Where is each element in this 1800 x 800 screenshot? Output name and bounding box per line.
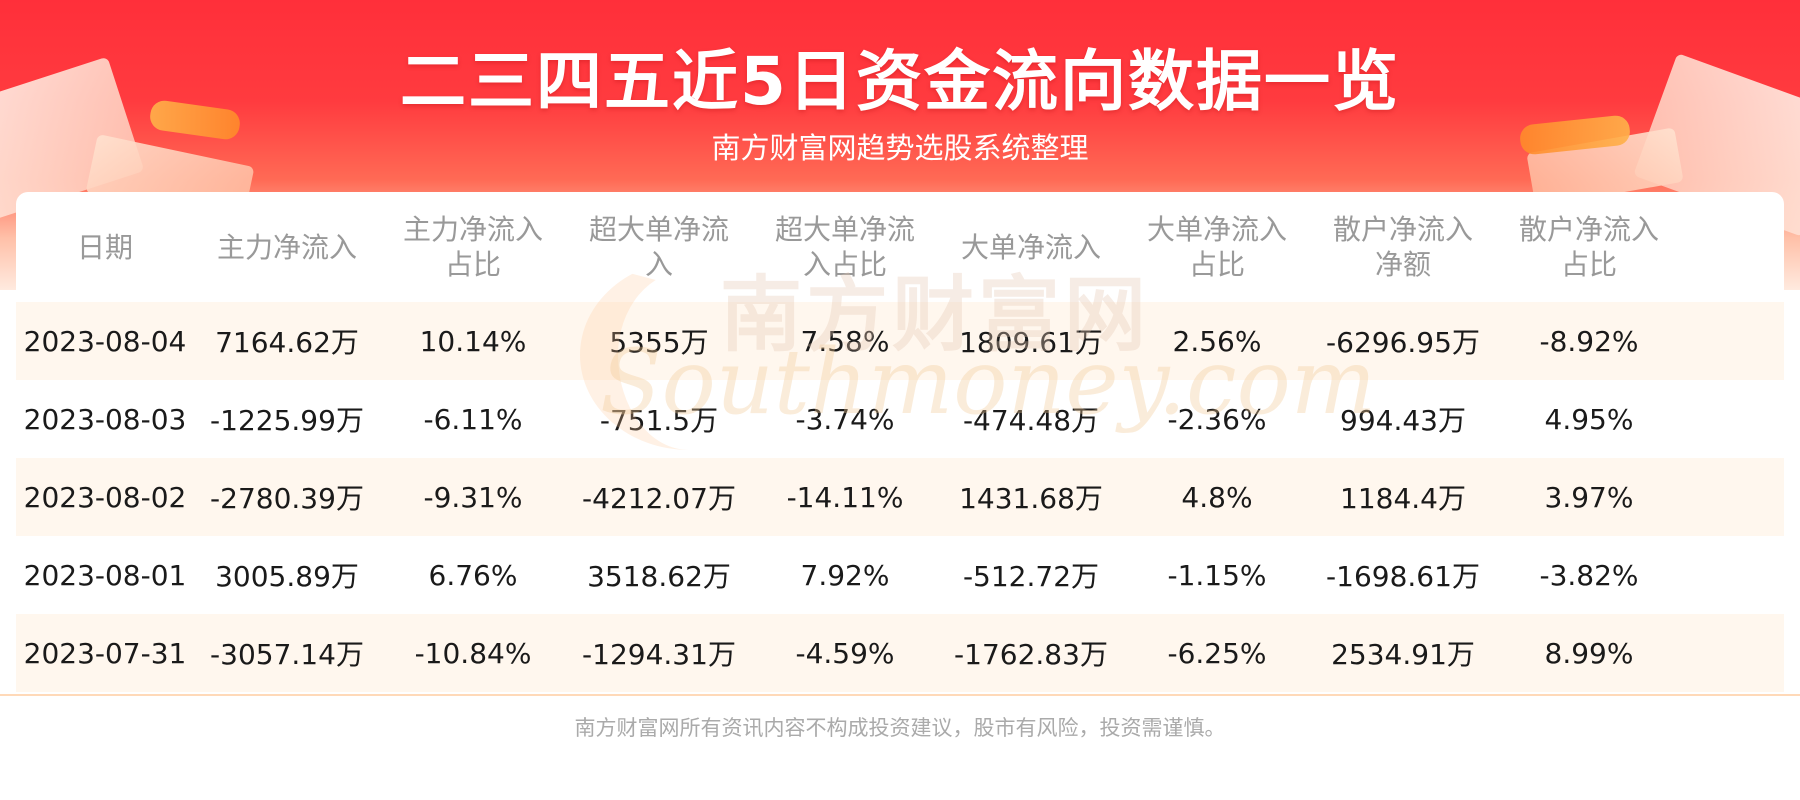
value-cell: -4212.07万: [582, 482, 736, 515]
value-cell: -1225.99万: [210, 404, 364, 437]
value-cell: 6.76%: [428, 558, 518, 592]
value-cell: 5355万: [609, 326, 709, 359]
value-cell: -9.31%: [423, 480, 523, 514]
date-cell: 2023-08-04: [23, 324, 187, 358]
value-cell: -474.48万: [962, 404, 1100, 437]
value-cell: -2.36%: [1167, 402, 1267, 436]
value-cell: -3.82%: [1539, 558, 1639, 592]
value-cell: -512.72万: [962, 560, 1100, 593]
column-header: 大单净流入 占比: [1146, 213, 1287, 281]
table-row: 2023-08-04 7164.62万 10.14% 5355万 7.58% 1809.6…: [16, 302, 1784, 380]
value-cell: 10.14%: [419, 324, 527, 358]
column-header: 大单净流入: [960, 230, 1101, 264]
value-cell: -3057.14万: [210, 638, 364, 671]
value-cell: -8.92%: [1539, 324, 1639, 358]
value-cell: -3.74%: [795, 402, 895, 436]
column-header: 主力净流入 占比: [402, 213, 543, 281]
value-cell: -6.25%: [1167, 636, 1267, 670]
page-title: 二三四五近5日资金流向数据一览: [400, 43, 1400, 120]
table-row: 2023-08-02 -2780.39万 -9.31% -4212.07万 -14.11…: [16, 458, 1784, 536]
date-cell: 2023-08-03: [23, 402, 187, 436]
value-cell: -6.11%: [423, 402, 523, 436]
table-header: 日期 主力净流入 主力净流入 占比 超大单净流 入超大单净流 入占比 大单净流入 大单净流…: [16, 192, 1784, 302]
table-row: 2023-07-31 -3057.14万 -10.84% -1294.31万 -4.59…: [16, 614, 1784, 692]
value-cell: 1809.61万: [959, 326, 1103, 359]
value-cell: -4.59%: [795, 636, 895, 670]
value-cell: 1184.4万: [1340, 482, 1466, 515]
value-cell: 7.58%: [800, 324, 890, 358]
footer-disclaimer: 南方财富网所有资讯内容不构成投资建议，股市有风险，投资需谨慎。: [574, 716, 1226, 740]
value-cell: -1762.83万: [954, 638, 1108, 671]
column-header: 散户净流入 占比: [1518, 213, 1659, 281]
table-row: 2023-08-03 -1225.99万 -6.11% -751.5万 -3.74% -4…: [16, 380, 1784, 458]
column-header: 散户净流入 净额: [1332, 213, 1473, 281]
value-cell: -1698.61万: [1326, 560, 1480, 593]
value-cell: 994.43万: [1340, 404, 1466, 437]
table-row: 2023-08-01 3005.89万 6.76% 3518.62万 7.92% -512…: [16, 536, 1784, 614]
value-cell: -1294.31万: [582, 638, 736, 671]
column-header: 日期: [76, 230, 133, 264]
value-cell: -751.5万: [599, 404, 719, 437]
value-cell: 4.8%: [1181, 480, 1253, 514]
value-cell: -14.11%: [786, 480, 904, 514]
value-cell: 3.97%: [1544, 480, 1634, 514]
value-cell: 3005.89万: [215, 560, 359, 593]
value-cell: 2.56%: [1172, 324, 1262, 358]
value-cell: 2534.91万: [1331, 638, 1475, 671]
data-table-card: 日期 主力净流入 主力净流入 占比 超大单净流 入超大单净流 入占比 大单净流入 大单净流…: [16, 192, 1784, 694]
value-cell: -1.15%: [1167, 558, 1267, 592]
value-cell: -6296.95万: [1326, 326, 1480, 359]
column-header: 超大单净流 入: [588, 213, 729, 281]
date-cell: 2023-07-31: [23, 636, 187, 670]
page-subtitle: 南方财富网趋势选股系统整理: [711, 131, 1089, 165]
column-header: 主力净流入: [216, 230, 357, 264]
value-cell: -10.84%: [414, 636, 532, 670]
value-cell: 3518.62万: [587, 560, 731, 593]
footer-divider: [0, 694, 1800, 696]
value-cell: 1431.68万: [959, 482, 1103, 515]
column-header: 超大单净流 入占比: [774, 213, 915, 281]
value-cell: 7.92%: [800, 558, 890, 592]
value-cell: 4.95%: [1544, 402, 1634, 436]
date-cell: 2023-08-02: [23, 480, 187, 514]
value-cell: 8.99%: [1544, 636, 1634, 670]
value-cell: -2780.39万: [210, 482, 364, 515]
date-cell: 2023-08-01: [23, 558, 187, 592]
value-cell: 7164.62万: [215, 326, 359, 359]
